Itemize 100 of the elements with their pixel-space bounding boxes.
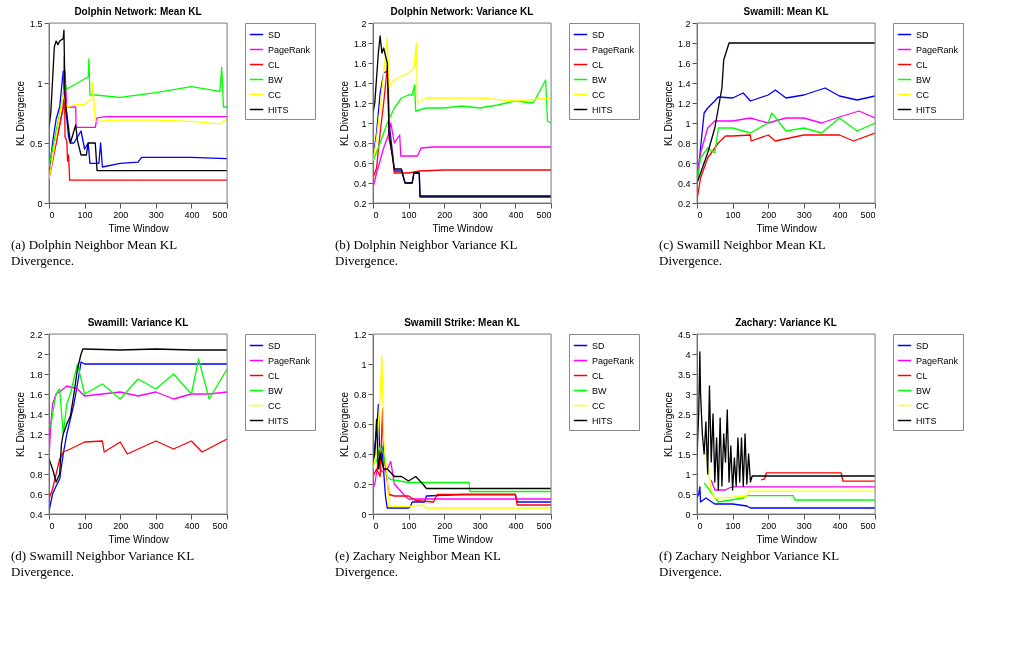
y-tick-label: 0.8 [677, 138, 691, 149]
x-tick-label: 300 [148, 520, 164, 531]
y-tick-label: 0.4 [29, 509, 43, 520]
text: (f) Zachary Neighbor Variance KL Divergence. [659, 548, 840, 579]
y-tick-label: 2 [685, 18, 691, 29]
x-tick-label: 200 [113, 209, 129, 220]
legend-label: PageRank [268, 44, 311, 55]
x-tick-label: 0 [373, 209, 379, 220]
y-axis-title: KL Divergence [14, 391, 26, 458]
y-tick-label: 2.5 [677, 409, 691, 420]
line-series [373, 418, 551, 490]
line-series [703, 482, 875, 503]
legend-label: SD [592, 29, 605, 40]
y-tick-label: 4.5 [677, 329, 691, 340]
x-axis-title: Time Window [756, 222, 818, 234]
x-tick-label: 200 [761, 209, 777, 220]
text: (a) Dolphin Neighbor Mean KL Divergence. [11, 237, 178, 268]
legend-label: CL [916, 370, 928, 381]
x-tick-label: 200 [437, 520, 453, 531]
line-series [49, 348, 227, 483]
legend-label: SD [268, 29, 281, 40]
legend-label: SD [916, 29, 929, 40]
y-tick-label: 2 [37, 349, 43, 360]
y-tick-label: 1.4 [677, 78, 691, 89]
x-tick-label: 100 [401, 209, 417, 220]
line-series [49, 438, 227, 500]
text: (d) Swamill Neighbor Variance KL Divergence. [11, 548, 195, 579]
legend-label: HITS [268, 104, 289, 115]
x-tick-label: 0 [697, 209, 703, 220]
x-tick-label: 500 [212, 209, 228, 220]
legend-label: CL [268, 370, 280, 381]
y-tick-label: 2.2 [29, 329, 43, 340]
x-tick-label: 0 [697, 520, 703, 531]
x-tick-label: 300 [472, 520, 488, 531]
x-tick-label: 200 [437, 209, 453, 220]
legend-label: CC [268, 89, 282, 100]
legend-label: HITS [268, 415, 289, 426]
chart-title: Swamill: Mean KL [743, 6, 829, 17]
line-series [49, 358, 227, 435]
y-tick-label: 1 [685, 118, 691, 129]
x-tick-label: 500 [212, 520, 228, 531]
legend-label: CC [916, 400, 930, 411]
x-tick-label: 300 [472, 209, 488, 220]
legend-label: HITS [916, 415, 937, 426]
y-tick-label: 0.6 [29, 489, 43, 500]
line-series [760, 472, 875, 482]
line-series [697, 486, 875, 509]
line-series [373, 445, 551, 493]
y-axis-title: KL Divergence [662, 391, 674, 458]
legend-label: BW [268, 385, 283, 396]
x-tick-label: 200 [761, 520, 777, 531]
y-tick-label: 1.8 [677, 38, 691, 49]
y-tick-label: 1.6 [29, 389, 43, 400]
y-tick-label: 1 [361, 359, 367, 370]
legend-label: PageRank [592, 355, 635, 366]
y-tick-label: 0.4 [353, 178, 367, 189]
x-tick-label: 300 [148, 209, 164, 220]
y-tick-label: 1.8 [29, 369, 43, 380]
y-tick-label: 0.4 [353, 449, 367, 460]
legend-label: CL [592, 370, 604, 381]
legend-label: PageRank [592, 44, 635, 55]
legend-label: CC [268, 400, 282, 411]
y-tick-label: 0.6 [677, 158, 691, 169]
y-tick-label: 0 [685, 509, 691, 520]
legend-label: HITS [592, 104, 613, 115]
y-tick-label: 1 [685, 469, 691, 480]
x-tick-label: 500 [536, 209, 552, 220]
y-tick-label: 3.5 [677, 369, 691, 380]
legend-label: BW [916, 74, 931, 85]
y-tick-label: 0.5 [677, 489, 691, 500]
legend-label: PageRank [916, 44, 959, 55]
x-tick-label: 0 [49, 520, 55, 531]
x-tick-label: 100 [725, 520, 741, 531]
y-tick-label: 2 [361, 18, 367, 29]
line-series [697, 42, 875, 184]
x-tick-label: 500 [860, 520, 876, 531]
y-tick-label: 0.8 [353, 138, 367, 149]
x-axis-title: Time Window [432, 533, 494, 545]
x-tick-label: 300 [796, 520, 812, 531]
y-tick-label: 0.5 [29, 138, 43, 149]
legend-label: CL [592, 59, 604, 70]
y-tick-label: 1.4 [29, 409, 43, 420]
y-tick-label: 1 [361, 118, 367, 129]
legend-label: BW [592, 385, 607, 396]
x-tick-label: 400 [508, 520, 524, 531]
legend-label: CC [592, 89, 606, 100]
legend-label: CC [916, 89, 930, 100]
legend-label: CC [592, 400, 606, 411]
text: (b) Dolphin Neighbor Variance KL Divergence. [335, 237, 518, 268]
y-tick-label: 0.6 [353, 419, 367, 430]
legend-label: HITS [592, 415, 613, 426]
y-tick-label: 0.4 [677, 178, 691, 189]
legend-label: SD [268, 340, 281, 351]
chart-title: Swamill: Variance KL [87, 317, 189, 328]
x-tick-label: 500 [536, 520, 552, 531]
x-tick-label: 400 [184, 520, 200, 531]
x-tick-label: 400 [184, 209, 200, 220]
legend-label: BW [268, 74, 283, 85]
y-tick-label: 0 [361, 509, 367, 520]
y-tick-label: 1.2 [353, 98, 367, 109]
